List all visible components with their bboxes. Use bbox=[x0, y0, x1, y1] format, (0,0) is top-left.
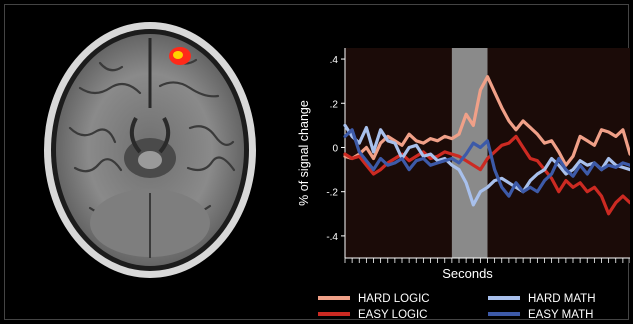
activation-spot bbox=[169, 47, 191, 65]
x-axis-label: Seconds bbox=[442, 266, 493, 281]
x-axis-ticks bbox=[344, 258, 630, 263]
y-tick-label: -.4 bbox=[326, 232, 338, 243]
legend-label: EASY LOGIC bbox=[358, 309, 427, 321]
legend-label: HARD MATH bbox=[528, 293, 596, 305]
y-axis-label: % of signal change bbox=[297, 100, 311, 206]
ventricle-left bbox=[129, 117, 142, 154]
series-line-hard-math bbox=[343, 123, 630, 207]
signal-change-chart: .4 .2 0 -.2 -.4 % of signal change Seconds H… bbox=[297, 48, 630, 321]
stimulus-period-highlight bbox=[451, 48, 488, 258]
y-tick-label: -.2 bbox=[326, 188, 338, 199]
brain-mri-scan bbox=[44, 22, 256, 278]
midbrain-core bbox=[138, 151, 162, 169]
series-line-easy-logic bbox=[343, 134, 630, 216]
legend-label: EASY MATH bbox=[528, 309, 593, 321]
y-tick-label: .4 bbox=[330, 55, 339, 66]
y-tick-label: .2 bbox=[330, 99, 339, 110]
series-lines bbox=[343, 75, 630, 216]
y-axis-ticks: .4 .2 0 -.2 -.4 bbox=[326, 55, 345, 243]
legend: HARD LOGIC HARD MATH EASY LOGIC EASY MATH bbox=[318, 293, 596, 321]
y-tick-label: 0 bbox=[332, 143, 338, 154]
series-line-easy-math bbox=[343, 128, 630, 198]
legend-label: HARD LOGIC bbox=[358, 293, 430, 305]
ventricle-right bbox=[158, 117, 171, 154]
series-line-hard-logic bbox=[343, 75, 630, 167]
